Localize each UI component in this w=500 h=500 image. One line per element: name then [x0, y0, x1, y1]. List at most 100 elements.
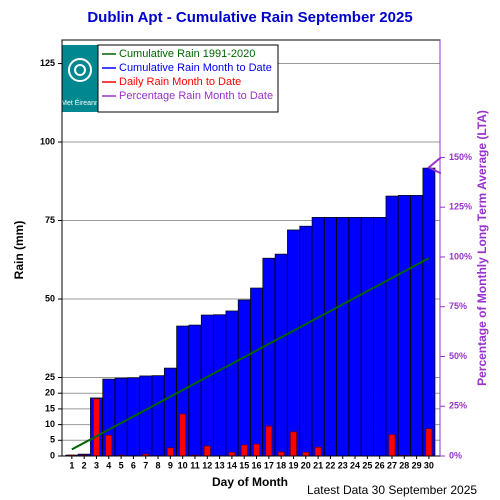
logo: Met Éireann — [61, 45, 99, 112]
bar — [277, 451, 285, 457]
legend-label: Percentage Rain Month to Date — [119, 90, 273, 102]
legend-label: Cumulative Rain 1991-2020 — [119, 48, 255, 60]
y2-tick-label: 25% — [449, 401, 467, 411]
y-tick-label: 15 — [45, 403, 55, 413]
bar — [274, 253, 288, 457]
chart-title: Dublin Apt - Cumulative Rain September 2… — [87, 9, 412, 26]
bar — [237, 299, 251, 457]
bar — [299, 225, 313, 457]
bar — [200, 314, 214, 457]
y2-axis-label: Percentage of Monthly Long Term Average … — [475, 110, 489, 386]
x-axis-label: Day of Month — [212, 475, 288, 489]
y2-tick-label: 50% — [449, 351, 467, 361]
x-tick-label: 27 — [387, 460, 397, 470]
x-tick-label: 24 — [350, 460, 360, 470]
y-tick-label: 10 — [45, 419, 55, 429]
bar — [348, 217, 362, 457]
y-axis-label: Rain (mm) — [12, 221, 26, 280]
y2-tick-label: 125% — [449, 202, 472, 212]
x-tick-label: 2 — [82, 460, 87, 470]
bar — [290, 431, 297, 457]
x-tick-label: 4 — [106, 460, 111, 470]
bar — [360, 217, 374, 457]
bar — [397, 195, 411, 457]
bar — [166, 447, 174, 457]
y2-tick-label: 75% — [449, 301, 467, 311]
x-tick-label: 28 — [399, 460, 409, 470]
bar — [265, 425, 273, 457]
x-tick-label: 21 — [313, 460, 323, 470]
line-marker — [427, 156, 442, 175]
bar — [151, 375, 165, 457]
y2-tick-label: 100% — [449, 251, 472, 261]
x-tick-label: 11 — [190, 460, 200, 470]
bar — [93, 398, 100, 457]
legend-label: Cumulative Rain Month to Date — [119, 62, 272, 74]
x-tick-label: 8 — [156, 460, 161, 470]
x-tick-label: 23 — [338, 460, 348, 470]
bar — [203, 445, 211, 457]
bar — [422, 167, 436, 457]
x-tick-label: 19 — [288, 460, 298, 470]
y-tick-label: 50 — [45, 293, 55, 303]
x-tick-label: 12 — [202, 460, 212, 470]
bar — [213, 314, 226, 457]
bar — [373, 217, 387, 457]
bar — [188, 324, 202, 457]
x-tick-label: 22 — [325, 460, 335, 470]
bar — [114, 377, 128, 457]
footer: Latest Data 30 September 2025 — [307, 483, 477, 497]
bar — [425, 428, 433, 457]
x-tick-label: 9 — [168, 460, 173, 470]
x-tick-label: 14 — [227, 460, 237, 470]
bar — [240, 444, 248, 457]
line — [71, 257, 430, 451]
y-tick-label: 5 — [50, 435, 55, 445]
bar — [314, 446, 322, 457]
y-tick-label: 125 — [40, 58, 55, 68]
x-tick-label: 7 — [143, 460, 148, 470]
y2-tick-label: 0% — [449, 450, 462, 460]
y-tick-label: 100 — [40, 136, 55, 146]
x-tick-label: 6 — [131, 460, 136, 470]
x-tick-label: 29 — [412, 460, 422, 470]
x-tick-label: 26 — [375, 460, 385, 470]
x-tick-label: 3 — [94, 460, 99, 470]
logo-swirl — [68, 58, 92, 82]
legend-label: Daily Rain Month to Date — [119, 76, 241, 88]
bar — [139, 375, 153, 457]
bar — [287, 229, 300, 457]
logo-text: Met Éireann — [61, 98, 99, 107]
bar — [388, 434, 396, 457]
x-tick-label: 13 — [215, 460, 225, 470]
bar — [250, 287, 263, 457]
bar — [179, 413, 187, 457]
x-tick-label: 20 — [301, 460, 311, 470]
bar — [228, 451, 236, 457]
logo-box — [62, 45, 98, 112]
y-tick-label: 20 — [45, 388, 55, 398]
x-tick-label: 18 — [276, 460, 286, 470]
y-tick-label: 0 — [50, 450, 55, 460]
x-tick-label: 15 — [239, 460, 249, 470]
logo-swirl — [74, 64, 86, 76]
y-tick-label: 25 — [45, 372, 55, 382]
bar — [163, 367, 177, 457]
x-tick-label: 10 — [178, 460, 188, 470]
x-tick-label: 17 — [264, 460, 274, 470]
bar — [311, 217, 325, 457]
x-tick-label: 25 — [362, 460, 372, 470]
bar — [302, 451, 310, 457]
plot-area — [62, 63, 440, 457]
bar — [105, 434, 113, 457]
legend-box — [97, 44, 279, 113]
y2-tick-label: 150% — [449, 152, 472, 162]
bar — [385, 195, 399, 457]
bar — [253, 443, 260, 457]
x-tick-label: 1 — [69, 460, 74, 470]
bar — [336, 217, 350, 457]
bar — [410, 195, 423, 457]
x-tick-label: 5 — [119, 460, 124, 470]
y-tick-label: 75 — [45, 215, 55, 225]
